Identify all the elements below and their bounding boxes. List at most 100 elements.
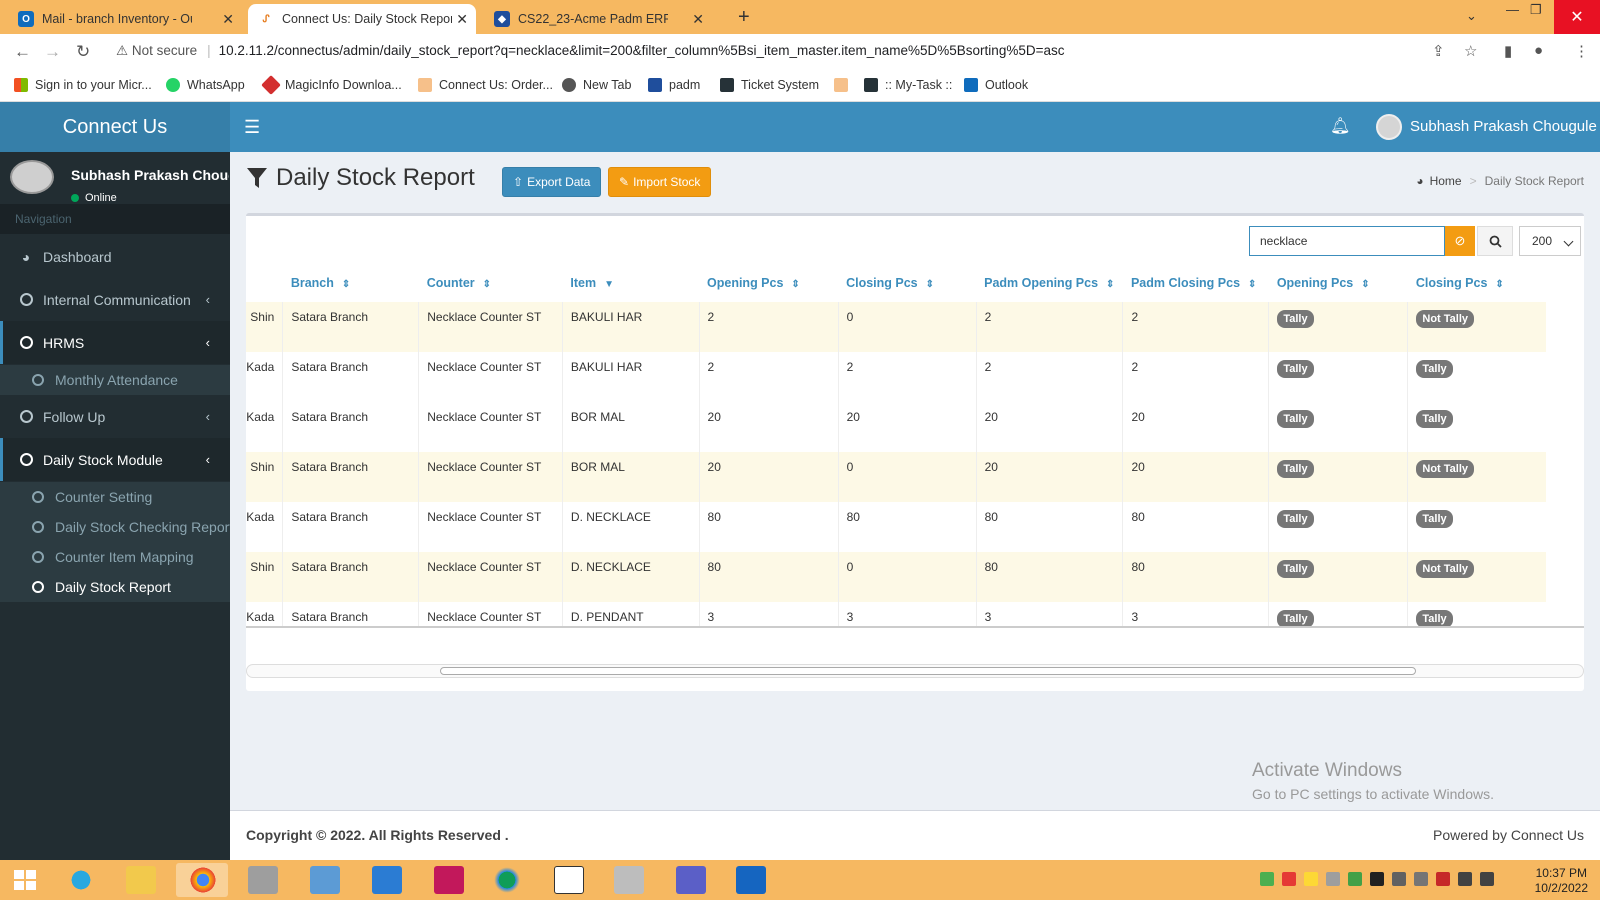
bookmark-my-task[interactable]: :: My-Task ::: [864, 78, 952, 92]
close-icon[interactable]: ✕: [222, 10, 234, 27]
sidebar-item-follow-up[interactable]: Follow Up ‹: [0, 395, 230, 438]
col-header-counter[interactable]: Counter ⇕: [426, 276, 492, 290]
restore-icon[interactable]: ❐: [1530, 2, 1542, 17]
sidebar-sub-daily-stock-checking-report[interactable]: Daily Stock Checking Report: [0, 512, 230, 542]
reload-icon[interactable]: ↻: [76, 42, 91, 61]
tab-search-chevron-icon[interactable]: ⌄: [1466, 8, 1477, 23]
wifi-icon[interactable]: [1414, 872, 1428, 886]
sidebar-item-internal-communication[interactable]: Internal Communication ‹: [0, 278, 230, 321]
col-header-padm-closing-pcs[interactable]: Padm Closing Pcs ⇕: [1130, 276, 1257, 290]
remote-desktop-icon[interactable]: [736, 866, 766, 894]
table-cell: Tally: [1268, 402, 1408, 452]
notification-bell-icon[interactable]: 🔔︎: [1330, 118, 1351, 135]
scrollbar-thumb[interactable]: [440, 667, 1416, 675]
bookmark-new-tab[interactable]: New Tab: [562, 78, 631, 92]
sort-icon: ⇕: [1495, 279, 1504, 290]
import-stock-button[interactable]: ✎ Import Stock: [608, 167, 712, 197]
table-cell: Necklace Counter ST: [418, 452, 563, 502]
hamburger-menu-icon[interactable]: ☰: [244, 117, 261, 137]
bookmark-microsoft[interactable]: Sign in to your Micr...: [14, 78, 152, 92]
printer-app-icon[interactable]: [248, 866, 278, 894]
url-field[interactable]: ⚠ Not secure | 10.2.11.2/connectus/admin/d…: [116, 43, 1065, 58]
sidebar-sub-monthly-attendance[interactable]: Monthly Attendance: [0, 365, 230, 395]
bookmark-magicinfo[interactable]: MagicInfo Downloa...: [261, 75, 402, 95]
tray-app-icon[interactable]: [1436, 872, 1450, 886]
browser-tab-bar: O Mail - branch Inventory - Outlook ✕ ᔑ …: [0, 0, 1600, 34]
sidebar-item-dashboard[interactable]: ◕ Dashboard: [0, 235, 230, 278]
back-arrow-icon[interactable]: ←: [14, 42, 31, 61]
tab-outlook-mail[interactable]: O Mail - branch Inventory - Outlook ✕: [8, 4, 242, 34]
side-panel-icon[interactable]: ▮: [1504, 43, 1513, 60]
col-header-closing-status[interactable]: Closing Pcs ⇕: [1415, 276, 1504, 290]
tray-app-icon[interactable]: [1326, 872, 1340, 886]
sidebar-sub-daily-stock-report[interactable]: Daily Stock Report: [0, 572, 230, 602]
edge-icon[interactable]: [492, 866, 522, 894]
col-header-branch[interactable]: Branch ⇕: [290, 276, 351, 290]
breadcrumb-home[interactable]: Home: [1429, 174, 1462, 188]
profile-icon[interactable]: ●: [1534, 42, 1544, 59]
tab-daily-stock-report[interactable]: ᔑ Connect Us: Daily Stock Report ✕: [248, 4, 476, 34]
tray-app-icon[interactable]: [1348, 872, 1362, 886]
sidebar-sub-counter-item-mapping[interactable]: Counter Item Mapping: [0, 542, 230, 572]
sidebar-sub-counter-setting[interactable]: Counter Setting: [0, 482, 230, 512]
teams-icon[interactable]: [676, 866, 706, 894]
sidebar-item-daily-stock-module[interactable]: Daily Stock Module ‹: [0, 438, 230, 481]
bookmark-connect-us[interactable]: [834, 78, 855, 92]
table-cell: 20: [1122, 402, 1269, 452]
share-icon[interactable]: ⇪: [1432, 43, 1445, 60]
volume-icon[interactable]: [1480, 872, 1494, 886]
windows-start-icon[interactable]: [10, 866, 40, 894]
snipping-tool-icon[interactable]: [614, 866, 644, 894]
export-data-button[interactable]: ⇧ Export Data: [502, 167, 602, 197]
tray-app-icon[interactable]: [1282, 872, 1296, 886]
chrome-icon[interactable]: [188, 866, 218, 894]
internet-explorer-icon[interactable]: [66, 866, 96, 894]
tray-app-icon[interactable]: [1370, 872, 1384, 886]
col-header-closing-pcs[interactable]: Closing Pcs ⇕: [846, 276, 935, 290]
table-cell: BAKULI HAR: [561, 302, 700, 352]
user-avatar[interactable]: [1376, 114, 1402, 140]
stock-table-wrapper[interactable]: Branch ⇕ Counter ⇕ Item ▼ Opening Pcs ⇕ Clos…: [246, 264, 1584, 628]
battery-icon[interactable]: [1458, 872, 1472, 886]
tray-app-icon[interactable]: [1260, 872, 1274, 886]
col-header-item[interactable]: Item ▼: [570, 276, 615, 290]
file-explorer-icon[interactable]: [126, 866, 156, 894]
horizontal-scrollbar[interactable]: [246, 664, 1584, 678]
bookmark-connect-us-order[interactable]: Connect Us: Order...: [418, 78, 553, 92]
col-header-opening-status[interactable]: Opening Pcs ⇕: [1276, 276, 1370, 290]
sidebar-item-hrms[interactable]: HRMS ‹: [0, 321, 230, 364]
tab-erp-platform[interactable]: ◆ CS22_23-Acme Padm ERP Platform ✕: [484, 4, 712, 34]
camera-app-icon[interactable]: [434, 866, 464, 894]
col-header-opening-pcs[interactable]: Opening Pcs ⇕: [707, 276, 800, 290]
header-user-name[interactable]: Subhash Prakash Chougule: [1410, 118, 1597, 135]
bookmark-padm[interactable]: padm: [648, 78, 700, 92]
vnc-icon[interactable]: [554, 866, 584, 894]
menu-kebab-icon[interactable]: ⋮: [1574, 43, 1589, 60]
new-tab-plus-icon[interactable]: +: [738, 6, 750, 28]
window-close-icon[interactable]: ✕: [1554, 0, 1600, 34]
network-icon[interactable]: [1392, 872, 1406, 886]
minimize-icon[interactable]: —: [1506, 2, 1519, 17]
limit-select[interactable]: 200: [1519, 226, 1581, 256]
clear-search-button[interactable]: ⊘: [1445, 226, 1475, 256]
col-header-name[interactable]: [246, 264, 283, 302]
table-cell: D. NECKLACE: [561, 552, 700, 602]
table-body: Shin Satara Branch Necklace Counter ST BAKU…: [246, 302, 1546, 626]
close-icon[interactable]: ✕: [456, 10, 468, 27]
bookmark-outlook[interactable]: Outlook: [964, 78, 1028, 92]
bookmark-star-icon[interactable]: ☆: [1464, 43, 1478, 60]
network-app-icon[interactable]: [310, 866, 340, 894]
tray-app-icon[interactable]: [1304, 872, 1318, 886]
word-app-icon[interactable]: [372, 866, 402, 894]
search-input[interactable]: [1249, 226, 1445, 256]
taskbar-clock[interactable]: 10:37 PM 10/2/2022: [1534, 866, 1588, 895]
app-logo[interactable]: Connect Us: [0, 102, 230, 152]
close-icon[interactable]: ✕: [692, 10, 704, 27]
col-header-padm-opening-pcs[interactable]: Padm Opening Pcs ⇕: [984, 276, 1115, 290]
forward-arrow-icon[interactable]: →: [44, 42, 61, 61]
search-button[interactable]: [1477, 226, 1513, 256]
bookmark-ticket-system[interactable]: Ticket System: [720, 78, 819, 92]
sidebar: Subhash Prakash Chougule Online Navigati…: [0, 152, 230, 860]
table-cell: Satara Branch: [282, 302, 419, 352]
bookmark-whatsapp[interactable]: WhatsApp: [166, 78, 245, 92]
